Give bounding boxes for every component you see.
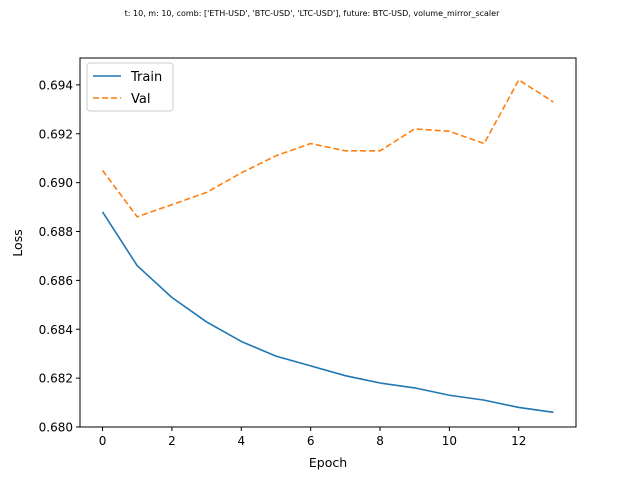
y-tick-label: 0.690 bbox=[39, 176, 73, 190]
y-tick-label: 0.686 bbox=[39, 274, 73, 288]
y-tick-label: 0.688 bbox=[39, 225, 73, 239]
series-line-train bbox=[101, 211, 554, 414]
y-tick-label: 0.694 bbox=[39, 78, 73, 92]
y-tick-label: 0.682 bbox=[39, 372, 73, 386]
y-tick-label: 0.680 bbox=[39, 421, 73, 435]
y-tick-label: 0.692 bbox=[39, 127, 73, 141]
x-tick-label: 0 bbox=[99, 434, 107, 448]
x-tick-label: 2 bbox=[168, 434, 176, 448]
chart-title: t: 10, m: 10, comb: ['ETH-USD', 'BTC-USD… bbox=[125, 9, 500, 18]
y-axis: 0.680 0.682 0.684 0.686 0.688 0.690 0.692 0.694 bbox=[39, 78, 80, 435]
x-tick-label: 4 bbox=[237, 434, 245, 448]
x-tick-label: 12 bbox=[511, 434, 526, 448]
x-tick-label: 6 bbox=[307, 434, 315, 448]
x-tick-label: 8 bbox=[376, 434, 384, 448]
legend-box bbox=[86, 62, 174, 112]
y-axis-label: Loss bbox=[10, 229, 25, 256]
x-tick-label: 10 bbox=[442, 434, 457, 448]
y-tick-label: 0.684 bbox=[39, 323, 73, 337]
x-axis-label: Epoch bbox=[309, 455, 347, 470]
legend-label-train: Train bbox=[130, 70, 162, 85]
plot-frame bbox=[79, 57, 577, 428]
series-line-val bbox=[101, 79, 554, 218]
plot-area bbox=[79, 57, 577, 428]
x-axis: 0 2 4 6 8 10 12 bbox=[99, 427, 526, 448]
series-layer bbox=[101, 79, 554, 414]
legend-label-val: Val bbox=[131, 92, 150, 107]
legend: Train Val bbox=[86, 62, 174, 112]
